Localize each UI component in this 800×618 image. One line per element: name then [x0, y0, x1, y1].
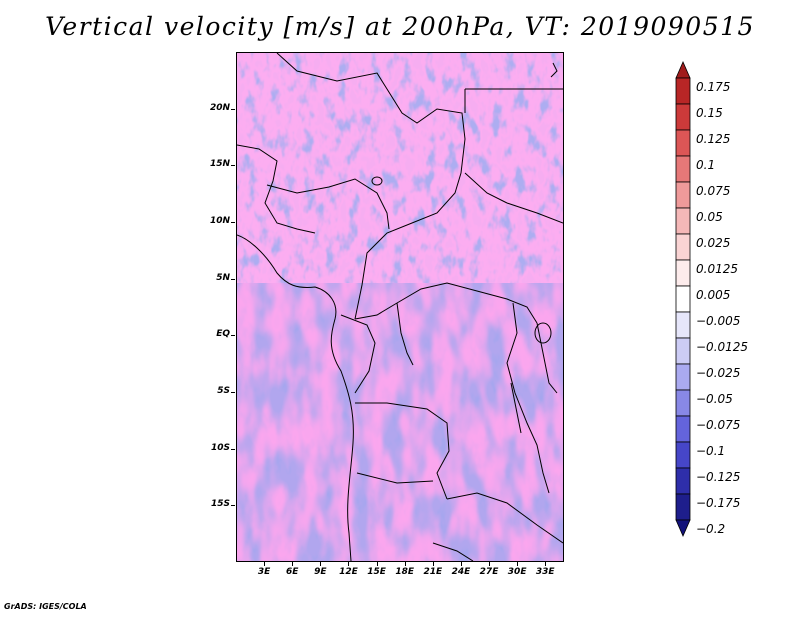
lon-tick — [433, 562, 434, 566]
lat-tick — [231, 222, 235, 223]
colorbar-swatch — [675, 415, 691, 443]
colorbar-swatch — [675, 389, 691, 417]
colorbar-level-label: −0.025 — [696, 366, 741, 380]
lon-label: 30E — [507, 567, 527, 577]
lon-tick — [489, 562, 490, 566]
colorbar-level-label: 0.005 — [696, 288, 731, 302]
lat-label: 5N — [216, 272, 230, 283]
lat-label: EQ — [216, 329, 230, 340]
lake-victoria — [534, 322, 552, 344]
lon-tick — [320, 562, 321, 566]
lon-label: 21E — [423, 567, 443, 577]
credit-text: GrADS: IGES/COLA — [4, 602, 87, 611]
chart-title: Vertical velocity [m/s] at 200hPa, VT: 2… — [45, 12, 755, 41]
colorbar-level-label: 0.075 — [696, 184, 731, 198]
lon-tick — [377, 562, 378, 566]
colorbar-level-label: 0.1 — [696, 158, 716, 172]
colorbar-level-label: 0.025 — [696, 236, 731, 250]
lon-tick — [405, 562, 406, 566]
colorbar-swatch — [675, 77, 691, 105]
velocity-map — [236, 52, 564, 562]
colorbar-level-label: −0.0125 — [696, 340, 749, 354]
lon-label: 18E — [395, 567, 415, 577]
lon-label: 9E — [314, 567, 327, 577]
lat-tick — [231, 165, 235, 166]
colorbar-level-label: −0.1 — [696, 444, 726, 458]
colorbar-swatch — [675, 467, 691, 495]
great-lakes-border — [506, 302, 550, 494]
colorbar-level-label: −0.05 — [696, 392, 733, 406]
border-north — [276, 53, 466, 320]
lat-label: 10S — [210, 442, 230, 453]
colorbar-swatch — [675, 337, 691, 365]
colorbar-swatch — [675, 155, 691, 183]
lon-tick — [461, 562, 462, 566]
colorbar-level-label: −0.125 — [696, 470, 741, 484]
colorbar-level-label: −0.075 — [696, 418, 741, 432]
lat-tick — [231, 505, 235, 506]
colorbar-swatch — [675, 259, 691, 287]
lon-label: 27E — [479, 567, 499, 577]
lat-label: 5S — [217, 386, 230, 396]
lakes — [371, 62, 558, 434]
lat-tick — [231, 392, 235, 393]
field-south — [237, 283, 563, 561]
colorbar-level-label: 0.0125 — [696, 262, 738, 276]
colorbar-swatch — [675, 493, 691, 521]
colorbar-swatch — [675, 233, 691, 261]
velocity-field — [237, 53, 563, 561]
lat-label: 20N — [209, 102, 230, 113]
colorbar-swatch — [675, 311, 691, 339]
colorbar-swatch — [675, 129, 691, 157]
colorbar-level-label: 0.125 — [696, 132, 731, 146]
lon-tick — [292, 562, 293, 566]
border-south — [355, 402, 450, 500]
lat-tick — [231, 279, 235, 280]
colorbar-level-label: −0.175 — [696, 496, 741, 510]
colorbar-swatch — [675, 181, 691, 209]
lon-tick — [545, 562, 546, 566]
lon-tick — [264, 562, 265, 566]
lat-label: 15S — [210, 499, 230, 510]
lat-tick — [231, 335, 235, 336]
border-central — [354, 282, 538, 324]
colorbar-level-label: −0.005 — [696, 314, 741, 328]
lon-label: 24E — [451, 567, 471, 577]
lon-label: 6E — [286, 567, 299, 577]
lat-tick — [231, 109, 235, 110]
lat-tick — [231, 449, 235, 450]
coastlines-borders — [237, 53, 563, 561]
lat-label: 15N — [209, 159, 230, 170]
colorbar-swatch — [675, 207, 691, 235]
colorbar-bottom-arrow — [675, 519, 691, 537]
colorbar-swatch — [675, 441, 691, 469]
colorbar-level-label: −0.2 — [696, 522, 726, 536]
lake-tanganyika — [510, 382, 522, 434]
lon-label: 15E — [367, 567, 386, 577]
colorbar-swatch — [675, 285, 691, 313]
lake-chad — [371, 176, 383, 186]
lat-label: 10N — [209, 216, 230, 226]
west-coastline — [237, 234, 354, 561]
lon-label: 33E — [535, 567, 555, 577]
colorbar-top-arrow — [675, 61, 691, 79]
colorbar-level-label: 0.175 — [696, 80, 731, 94]
colorbar-level-label: 0.15 — [696, 106, 723, 120]
lon-label: 12E — [339, 567, 358, 577]
colorbar-level-label: 0.05 — [696, 210, 723, 224]
lon-tick — [517, 562, 518, 566]
lon-tick — [348, 562, 349, 566]
lon-label: 3E — [257, 567, 271, 577]
colorbar-swatch — [675, 103, 691, 131]
colorbar-swatch — [675, 363, 691, 391]
